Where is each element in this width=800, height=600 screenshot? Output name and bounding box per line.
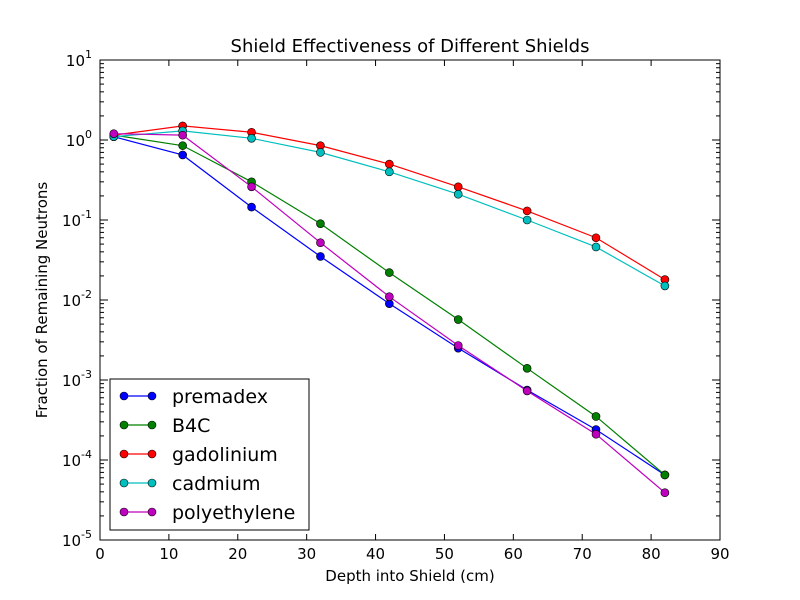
y-tick-label: 101 xyxy=(66,48,92,70)
y-tick-exponent: -3 xyxy=(81,368,92,381)
y-tick-label: 10-1 xyxy=(62,208,92,230)
legend: premadex B4C gadolinium cadmium polyethylene xyxy=(109,378,310,531)
y-tick-label: 10-2 xyxy=(62,288,92,310)
data-point xyxy=(591,233,601,243)
data-point xyxy=(660,470,670,480)
series-gadolinium xyxy=(109,121,670,284)
y-tick-exponent: 1 xyxy=(85,48,92,61)
legend-label: premadex xyxy=(172,386,268,408)
y-tick-base: 10 xyxy=(62,532,81,550)
legend-marker xyxy=(147,507,157,517)
x-tick-label: 30 xyxy=(297,545,316,563)
ticks-layer xyxy=(99,59,721,541)
x-tick-label: 60 xyxy=(504,545,523,563)
legend-item-premadex: premadex xyxy=(119,386,268,408)
data-point xyxy=(522,364,532,373)
x-tick-labels: 0 10 20 30 40 50 60 70 80 90 xyxy=(95,545,729,563)
data-point xyxy=(522,206,532,216)
x-tick-label: 70 xyxy=(573,545,592,563)
legend-marker xyxy=(119,449,129,459)
legend-marker xyxy=(119,478,129,488)
data-point xyxy=(316,238,325,248)
x-tick-label: 20 xyxy=(228,545,247,563)
data-point xyxy=(385,292,394,301)
data-point xyxy=(247,202,256,212)
legend-label: cadmium xyxy=(172,473,261,495)
data-point xyxy=(316,219,325,228)
data-point xyxy=(316,148,325,157)
data-point xyxy=(316,252,325,261)
x-axis-label: Depth into Shield (cm) xyxy=(325,567,494,585)
legend-item-polyethylene: polyethylene xyxy=(119,502,295,524)
legend-marker xyxy=(147,391,157,401)
y-tick-label: 100 xyxy=(66,128,92,150)
data-point xyxy=(591,412,601,421)
legend-item-cadmium: cadmium xyxy=(119,473,261,495)
data-point xyxy=(385,167,394,177)
y-tick-label: 10-4 xyxy=(62,448,92,470)
data-point xyxy=(453,315,463,324)
data-point xyxy=(178,141,187,150)
data-point xyxy=(178,130,187,140)
data-point xyxy=(522,386,532,396)
data-point xyxy=(453,182,463,192)
y-tick-base: 10 xyxy=(66,132,85,150)
data-point xyxy=(385,159,394,169)
x-tick-label: 80 xyxy=(642,545,661,563)
y-tick-exponent: -4 xyxy=(81,448,92,461)
data-point xyxy=(109,129,119,138)
legend-marker xyxy=(119,420,129,430)
data-point xyxy=(522,215,532,225)
y-tick-label: 10-5 xyxy=(62,528,92,550)
x-tick-label: 0 xyxy=(95,545,105,563)
legend-marker xyxy=(119,507,129,517)
data-point xyxy=(660,488,670,498)
data-point xyxy=(247,182,256,192)
legend-item-gadolinium: gadolinium xyxy=(119,444,278,466)
data-point xyxy=(453,341,463,350)
y-tick-base: 10 xyxy=(62,372,81,390)
data-point xyxy=(660,281,670,291)
series-polyethylene xyxy=(109,129,670,498)
series-layer xyxy=(109,121,670,498)
x-tick-label: 10 xyxy=(159,545,178,563)
legend-item-B4C: B4C xyxy=(119,415,210,437)
data-point xyxy=(385,268,394,277)
x-tick-label: 90 xyxy=(710,545,729,563)
y-tick-label: 10-3 xyxy=(62,368,92,390)
data-point xyxy=(453,189,463,199)
x-tick-label: 40 xyxy=(366,545,385,563)
data-point xyxy=(247,134,256,143)
legend-label: polyethylene xyxy=(172,502,295,524)
legend-marker xyxy=(147,449,157,459)
y-tick-base: 10 xyxy=(66,52,85,70)
y-tick-exponent: -5 xyxy=(81,528,92,541)
data-point xyxy=(591,242,601,252)
data-point xyxy=(591,429,601,439)
x-tick-label: 50 xyxy=(435,545,454,563)
chart-title: Shield Effectiveness of Different Shield… xyxy=(231,36,590,57)
data-point xyxy=(178,150,187,160)
legend-marker xyxy=(119,391,129,401)
y-tick-base: 10 xyxy=(62,452,81,470)
y-tick-base: 10 xyxy=(62,292,81,310)
y-tick-base: 10 xyxy=(62,212,81,230)
legend-label: gadolinium xyxy=(172,444,278,466)
y-axis-label: Fraction of Remaining Neutrons xyxy=(33,182,51,419)
legend-label: B4C xyxy=(172,415,210,437)
legend-marker xyxy=(147,478,157,488)
y-tick-exponent: -1 xyxy=(81,208,92,221)
legend-marker xyxy=(147,420,157,430)
y-tick-exponent: -2 xyxy=(81,288,92,301)
y-tick-exponent: 0 xyxy=(85,128,92,141)
